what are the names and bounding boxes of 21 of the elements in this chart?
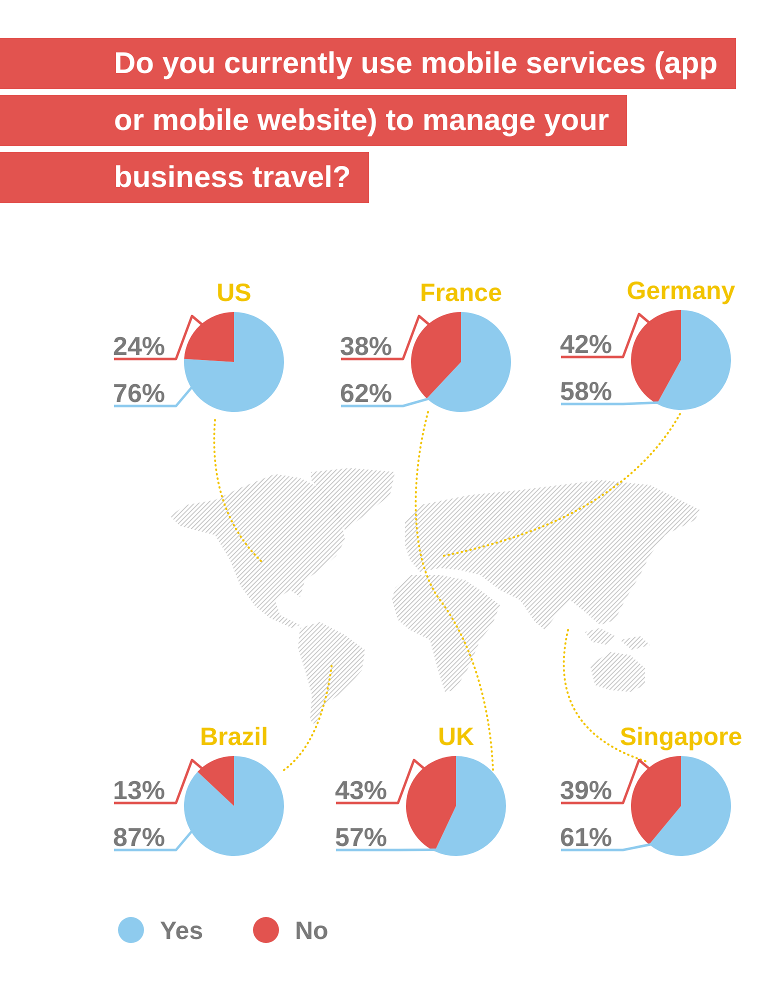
data-label: 43% <box>335 775 388 805</box>
data-label: 13% <box>113 775 166 805</box>
data-label: 62% <box>340 378 392 408</box>
chart-title: UK <box>438 723 474 751</box>
data-label: 57% <box>335 822 388 852</box>
chart-title: US <box>216 279 252 307</box>
data-label: 39% <box>560 775 612 805</box>
chart-title: Singapore <box>620 723 742 751</box>
chart-title: Brazil <box>200 723 268 751</box>
data-label: 76% <box>113 378 166 408</box>
data-label: 38% <box>340 331 392 361</box>
legend-label: No <box>295 917 328 945</box>
data-label: 61% <box>560 822 612 852</box>
data-label: 87% <box>113 822 166 852</box>
legend-label: Yes <box>160 917 204 945</box>
text: Do you currently use mobile services (app or mobile website) to manage your business travel? <box>0 38 736 203</box>
data-label: 42% <box>560 329 612 359</box>
data-label: 58% <box>560 376 612 406</box>
chart-title: France <box>420 279 502 307</box>
data-label: 24% <box>113 331 166 361</box>
chart-title: Germany <box>626 277 736 305</box>
